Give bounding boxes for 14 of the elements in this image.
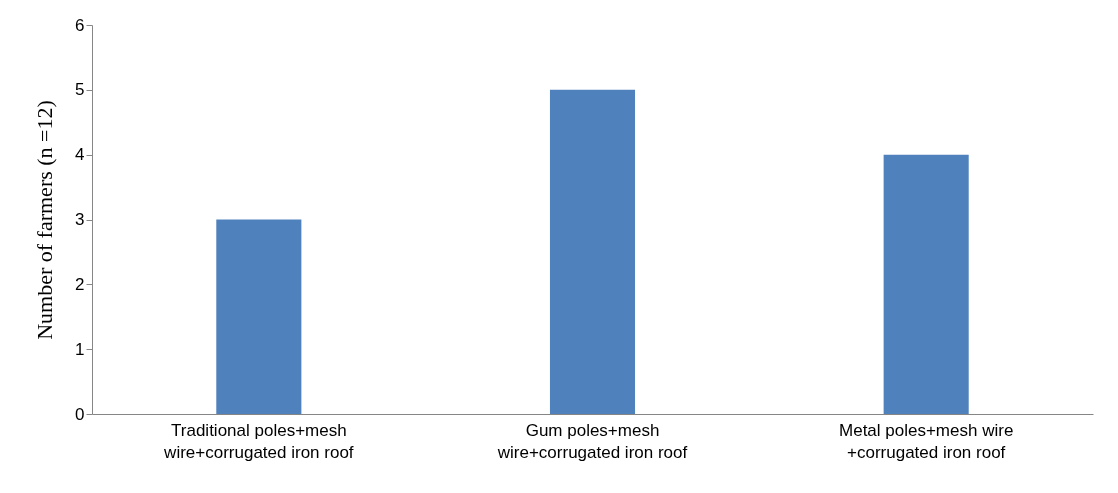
x-tick-label: Metal poles+mesh wire +corrugated iron roof (839, 420, 1014, 462)
y-tick-label: 2 (75, 274, 85, 294)
y-tick-label: 0 (75, 404, 85, 424)
y-tick-label: 1 (75, 339, 85, 359)
y-tick-label: 4 (75, 145, 85, 165)
x-tick-label: Gum poles+mesh wire+corrugated iron roof (496, 420, 688, 462)
bar (883, 154, 969, 414)
y-tick-label: 5 (75, 80, 85, 100)
x-tick-label: Traditional poles+mesh wire+corrugated iron roof (163, 420, 354, 462)
y-axis-title: Number of farmers (n =12) (32, 100, 58, 340)
bar (549, 89, 636, 414)
y-tick-label: 3 (75, 210, 85, 229)
y-tick-label: 6 (75, 15, 85, 35)
bar (216, 219, 302, 414)
